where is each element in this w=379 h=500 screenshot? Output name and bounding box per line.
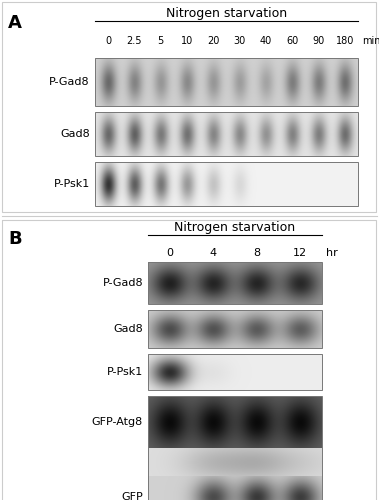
Text: Gad8: Gad8 <box>113 324 143 334</box>
Text: A: A <box>8 14 22 32</box>
Text: 40: 40 <box>260 36 272 46</box>
Text: 4: 4 <box>210 248 217 258</box>
Bar <box>2 220 376 500</box>
Bar <box>148 354 322 390</box>
Text: P-Gad8: P-Gad8 <box>102 278 143 288</box>
Text: hr: hr <box>326 248 338 258</box>
Text: 12: 12 <box>293 248 307 258</box>
Text: Nitrogen starvation: Nitrogen starvation <box>166 7 287 20</box>
Text: Gad8: Gad8 <box>60 129 90 139</box>
Text: P-Psk1: P-Psk1 <box>107 367 143 377</box>
Bar <box>148 262 322 304</box>
Text: 90: 90 <box>312 36 325 46</box>
Text: 20: 20 <box>207 36 219 46</box>
Text: P-Gad8: P-Gad8 <box>49 77 90 87</box>
Text: GFP-Atg8: GFP-Atg8 <box>92 417 143 427</box>
Text: 180: 180 <box>336 36 354 46</box>
Bar <box>95 58 358 106</box>
Text: min: min <box>362 36 379 46</box>
Text: GFP: GFP <box>121 492 143 500</box>
Text: 10: 10 <box>181 36 193 46</box>
Text: 5: 5 <box>158 36 164 46</box>
Bar <box>148 310 322 348</box>
Text: 30: 30 <box>233 36 246 46</box>
Bar <box>95 162 358 206</box>
Text: 2.5: 2.5 <box>127 36 142 46</box>
Text: P-Psk1: P-Psk1 <box>54 179 90 189</box>
Bar <box>2 2 376 212</box>
Text: 8: 8 <box>253 248 260 258</box>
Bar <box>148 396 322 500</box>
Text: 60: 60 <box>286 36 298 46</box>
Text: B: B <box>8 230 22 248</box>
Bar <box>95 112 358 156</box>
Text: Nitrogen starvation: Nitrogen starvation <box>174 221 296 234</box>
Text: 0: 0 <box>105 36 111 46</box>
Text: 0: 0 <box>166 248 173 258</box>
